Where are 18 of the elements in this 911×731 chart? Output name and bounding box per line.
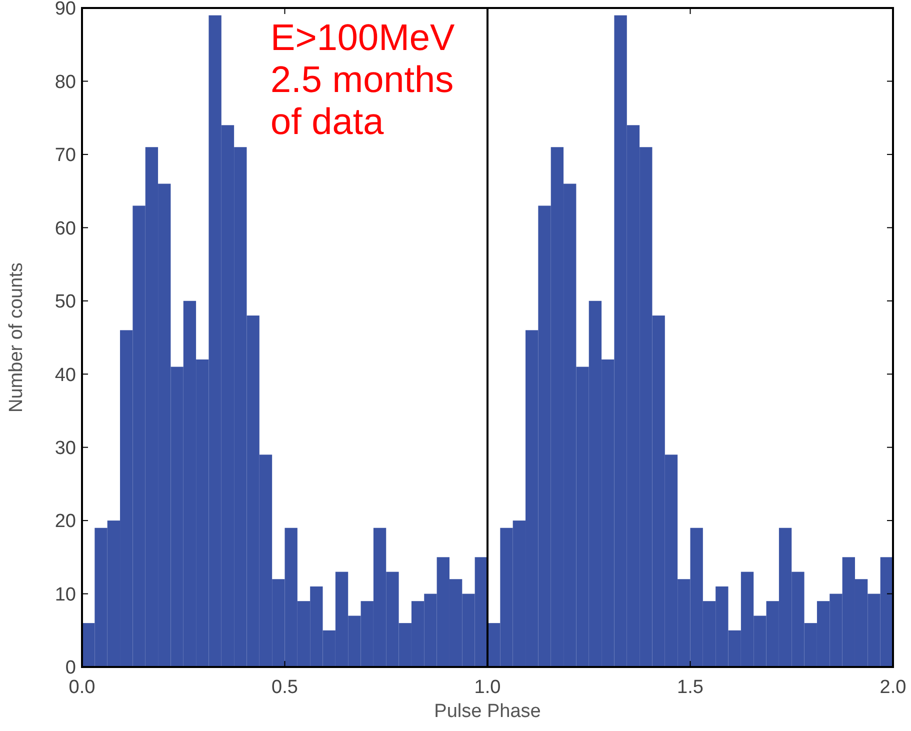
y-tick-label: 80: [54, 72, 76, 93]
y-tick-label: 30: [54, 438, 76, 459]
x-tick-label: 0.0: [68, 677, 96, 698]
y-tick-label: 0: [65, 658, 76, 679]
x-tick-label: 0.5: [272, 677, 298, 698]
y-tick-label: 90: [54, 0, 76, 20]
annotation: E>100MeV 2.5 months of data: [270, 17, 455, 142]
y-tick-label: 40: [54, 364, 76, 386]
y-tick-label: 50: [54, 292, 76, 313]
x-tick-label: 1.5: [677, 677, 704, 698]
x-tick-label: 1.0: [474, 677, 501, 698]
y-tick-label: 20: [54, 511, 76, 532]
y-tick-label: 60: [54, 218, 76, 240]
y-tick-label: 70: [54, 145, 76, 166]
x-tick-label: 2.0: [880, 677, 906, 698]
y-tick-label: 10: [54, 584, 76, 606]
x-axis-title: Pulse Phase: [434, 701, 541, 722]
y-axis-title: Number of counts: [6, 262, 27, 412]
